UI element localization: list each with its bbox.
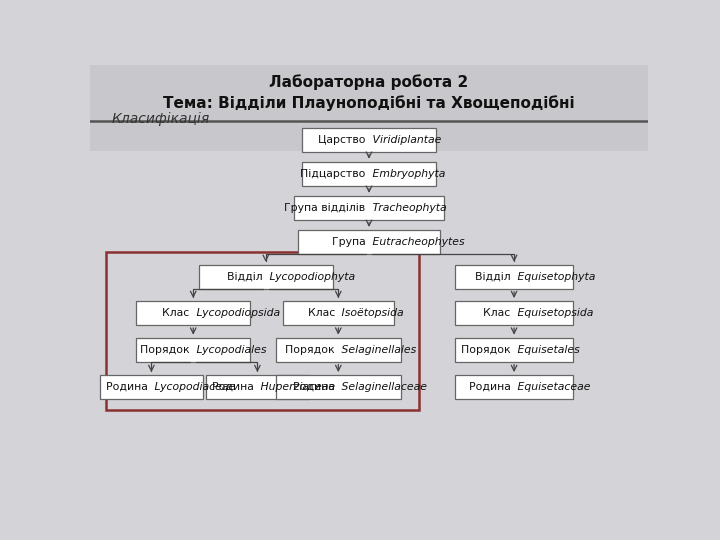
Text: Eutracheophytes: Eutracheophytes [369, 237, 464, 247]
Text: Лабораторна робота 2: Лабораторна робота 2 [269, 74, 469, 90]
Text: Відділ: Відділ [227, 272, 266, 282]
Text: Царство: Царство [318, 134, 369, 145]
Text: Клас: Клас [307, 308, 338, 318]
Text: Класифікація: Класифікація [111, 112, 210, 126]
Text: Група відділів: Група відділів [284, 203, 369, 213]
Text: Huperziaceae: Huperziaceae [258, 382, 336, 392]
Bar [90, 121, 648, 151]
Bar [136, 338, 251, 362]
Text: Порядок: Порядок [140, 345, 193, 355]
Bar [90, 65, 648, 121]
Text: Equisetophyta: Equisetophyta [514, 272, 595, 282]
Bar [199, 265, 333, 289]
Bar [302, 127, 436, 152]
Text: Родина: Родина [469, 382, 514, 392]
Text: Тема: Відділи Плауноподібні та Хвощеподібні: Тема: Відділи Плауноподібні та Хвощеподі… [163, 95, 575, 111]
Text: Порядок: Порядок [461, 345, 514, 355]
Text: Selaginellales: Selaginellales [338, 345, 417, 355]
Bar [456, 338, 572, 362]
Text: Tracheophyta: Tracheophyta [369, 203, 446, 213]
Text: Lycopodiales: Lycopodiales [193, 345, 266, 355]
Text: Родина: Родина [106, 382, 151, 392]
Bar [294, 196, 444, 220]
Text: Клас: Клас [483, 308, 514, 318]
Text: Viridiplantae: Viridiplantae [369, 134, 441, 145]
Text: Родина: Родина [212, 382, 258, 392]
Bar [298, 230, 440, 254]
Text: Selaginellaceae: Selaginellaceae [338, 382, 427, 392]
Text: Підцарство: Підцарство [300, 168, 369, 179]
Bar [282, 301, 394, 325]
Text: Клас: Клас [163, 308, 193, 318]
Text: Lycopodiophyta: Lycopodiophyta [266, 272, 355, 282]
Bar [302, 161, 436, 186]
Text: Embryophyta: Embryophyta [369, 168, 446, 179]
Bar [456, 301, 572, 325]
Bar [136, 301, 251, 325]
Text: Equisetaceae: Equisetaceae [514, 382, 590, 392]
Text: Порядок: Порядок [285, 345, 338, 355]
Bar [456, 265, 572, 289]
Text: Lycopodiaceae: Lycopodiaceae [151, 382, 235, 392]
Bar [206, 375, 309, 399]
Text: Isoëtopsida: Isoëtopsida [338, 308, 404, 318]
Bar [456, 375, 572, 399]
Bar [100, 375, 203, 399]
Text: Група: Група [332, 237, 369, 247]
Text: Lycopodiopsida: Lycopodiopsida [193, 308, 280, 318]
Text: Відділ: Відділ [475, 272, 514, 282]
Bar [276, 375, 401, 399]
Bar [106, 252, 419, 410]
Text: Родина: Родина [293, 382, 338, 392]
Text: Equisetales: Equisetales [514, 345, 580, 355]
Text: Equisetopsida: Equisetopsida [514, 308, 593, 318]
Bar [276, 338, 401, 362]
